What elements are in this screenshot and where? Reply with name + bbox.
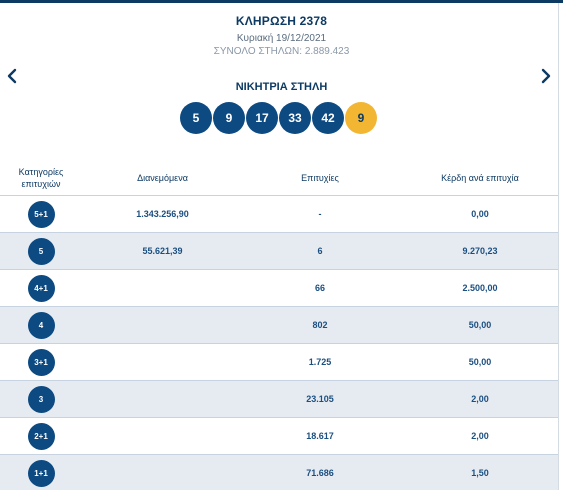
category-cell: 3+1 (27, 344, 55, 380)
prize-cell: 9.270,23 (462, 246, 498, 256)
table-row: 5 55.621,39 6 9.270,23 (0, 232, 558, 269)
previous-draw-button[interactable] (2, 65, 22, 87)
winners-cell: 1.725 (308, 357, 332, 367)
prize-cell: 2,00 (471, 431, 489, 441)
header-prize: Κέρδη ανά επιτυχία (441, 172, 519, 183)
prize-cell: 2.500,00 (462, 283, 498, 293)
category-badge: 3 (27, 385, 55, 413)
distributed-cell (100, 270, 225, 306)
winning-number-ball: 42 (312, 102, 344, 134)
table-header: Κατηγορίες επιτυχιών Διανεμόμενα Επιτυχί… (0, 160, 558, 195)
category-badge: 5+1 (27, 200, 55, 228)
total-columns: ΣΥΝΟΛΟ ΣΤΗΛΩΝ: 2.889.423 (213, 46, 350, 57)
distributed-cell (100, 307, 225, 343)
table-row: 4+1 66 2.500,00 (0, 269, 558, 306)
category-cell: 5+1 (27, 196, 55, 232)
distributed-cell: 55.621,39 (142, 246, 183, 256)
draw-title: ΚΛΗΡΩΣΗ 2378 (235, 14, 328, 28)
category-cell: 5 (27, 233, 55, 269)
category-cell: 4+1 (27, 270, 55, 306)
winning-number-ball: 17 (246, 102, 278, 134)
header-category: Κατηγορίες επιτυχιών (18, 166, 64, 189)
winners-cell: 23.105 (306, 394, 334, 404)
table-row: 3 23.105 2,00 (0, 380, 558, 417)
category-cell: 3 (27, 381, 55, 417)
winning-number-ball: 5 (180, 102, 212, 134)
category-badge: 4+1 (27, 274, 55, 302)
category-badge: 4 (27, 311, 55, 339)
winning-column-title: ΝΙΚΗΤΡΙΑ ΣΤΗΛΗ (235, 81, 328, 93)
winners-cell: - (318, 209, 322, 219)
table-row: 1+1 71.686 1,50 (0, 454, 558, 490)
chevron-right-icon (541, 68, 551, 84)
category-cell: 2+1 (27, 418, 55, 454)
header-winners: Επιτυχίες (301, 172, 339, 183)
winners-cell: 66 (314, 283, 325, 293)
category-badge: 1+1 (27, 459, 55, 487)
distributed-cell (100, 381, 225, 417)
chevron-left-icon (7, 68, 17, 84)
winners-cell: 6 (317, 246, 323, 256)
prize-table: Κατηγορίες επιτυχιών Διανεμόμενα Επιτυχί… (0, 160, 558, 490)
prize-cell: 2,00 (471, 394, 489, 404)
prize-cell: 50,00 (468, 357, 492, 367)
prize-cell: 1,50 (471, 468, 489, 478)
header-distributed: Διανεμόμενα (137, 172, 188, 183)
winners-cell: 71.686 (306, 468, 334, 478)
table-body: 5+1 1.343.256,90 - 0,00 5 55.621,39 6 9.270,23 4… (0, 195, 558, 490)
draw-header: ΚΛΗΡΩΣΗ 2378 Κυριακή 19/12/2021 ΣΥΝΟΛΟ Σ… (0, 14, 563, 57)
distributed-cell (100, 455, 225, 490)
top-accent-bar (0, 0, 563, 3)
table-row: 2+1 18.617 2,00 (0, 417, 558, 454)
category-badge: 2+1 (27, 422, 55, 450)
distributed-cell (100, 344, 225, 380)
right-divider (558, 3, 559, 490)
winning-number-ball: 9 (213, 102, 245, 134)
prize-cell: 0,00 (471, 209, 489, 219)
winners-cell: 18.617 (306, 431, 334, 441)
distributed-cell: 1.343.256,90 (136, 209, 189, 219)
table-row: 4 802 50,00 (0, 306, 558, 343)
winners-cell: 802 (312, 320, 328, 330)
category-badge: 5 (27, 237, 55, 265)
table-row: 3+1 1.725 50,00 (0, 343, 558, 380)
winning-numbers: 5 9 17 33 42 9 (180, 102, 377, 134)
winning-number-ball: 33 (279, 102, 311, 134)
table-row: 5+1 1.343.256,90 - 0,00 (0, 195, 558, 232)
distributed-cell (100, 418, 225, 454)
next-draw-button[interactable] (536, 65, 556, 87)
category-cell: 4 (27, 307, 55, 343)
joker-ball: 9 (345, 102, 377, 134)
draw-date: Κυριακή 19/12/2021 (236, 33, 327, 44)
prize-cell: 50,00 (468, 320, 492, 330)
category-badge: 3+1 (27, 348, 55, 376)
category-cell: 1+1 (27, 455, 55, 490)
